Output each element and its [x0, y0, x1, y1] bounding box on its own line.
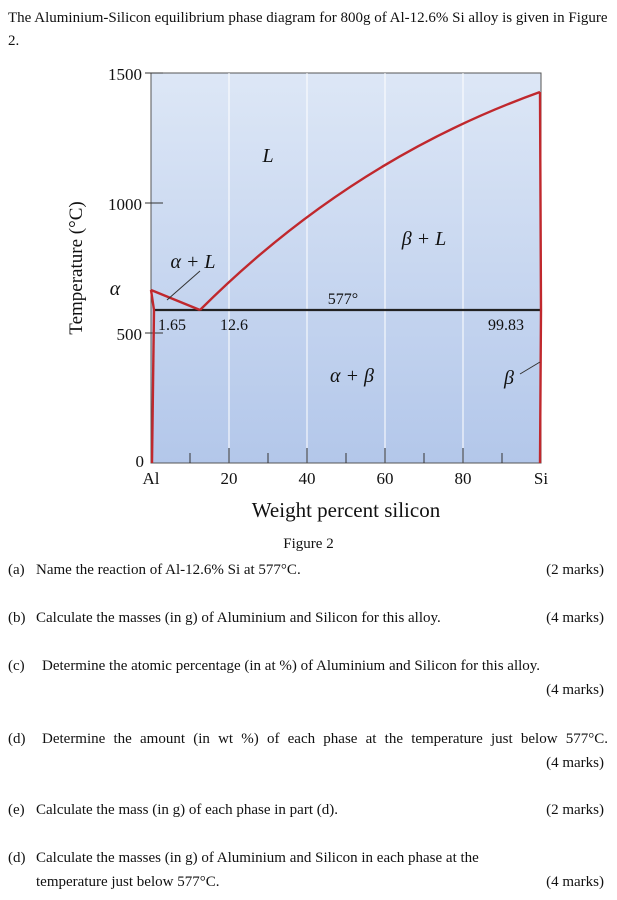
x-tick-60: 60: [377, 469, 394, 488]
phase-diagram: 1500 1000 500 0 Al 20 40 60 80 Si Temper…: [66, 65, 548, 522]
question-d: (d) Determine the amount (in wt %) of ea…: [8, 727, 608, 775]
region-beta: β: [503, 367, 514, 389]
question-d2: (d) Calculate the masses (in g) of Alumi…: [8, 846, 608, 894]
x-tick-al: Al: [143, 469, 160, 488]
region-alpha-liquid: α + L: [170, 251, 215, 273]
question-label: (d): [8, 850, 26, 866]
question-text: Calculate the masses (in g) of Aluminium…: [36, 850, 479, 890]
question-marks: (2 marks): [546, 802, 604, 818]
plot-area: [150, 72, 542, 464]
liquidus-left: [150, 288, 201, 312]
question-text: Calculate the masses (in g) of Aluminium…: [36, 610, 441, 626]
question-label: (d): [8, 731, 26, 747]
region-liquid: L: [261, 145, 273, 167]
question-text: Determine the atomic percentage (in at %…: [42, 658, 541, 674]
question-marks: (4 marks): [546, 874, 604, 890]
question-c: (c) Determine the atomic percentage (in …: [8, 654, 608, 702]
y-tick-1500: 1500: [108, 65, 142, 84]
question-text: Name the reaction of Al-12.6% Si at 577°…: [36, 562, 301, 578]
region-alpha-beta: α + β: [330, 365, 374, 387]
x-tick-20: 20: [221, 469, 238, 488]
question-marks: (4 marks): [546, 682, 604, 698]
right-boundary: [538, 91, 543, 464]
solidus-left: [149, 289, 156, 311]
y-tick-500: 500: [117, 325, 143, 344]
y-axis-label: Temperature (°C): [66, 201, 87, 334]
question-label: (e): [8, 802, 25, 818]
question-text: Determine the amount (in wt %) of each p…: [42, 731, 608, 747]
question-text: Calculate the mass (in g) of each phase …: [36, 802, 338, 818]
eutectic-comp-label: 12.6: [220, 317, 248, 334]
x-tick-80: 80: [455, 469, 472, 488]
x-tick-si: Si: [534, 469, 548, 488]
x-axis-label: Weight percent silicon: [252, 498, 441, 522]
question-label: (b): [8, 610, 26, 626]
y-tick-0: 0: [136, 452, 145, 471]
x-tick-40: 40: [299, 469, 316, 488]
question-label: (a): [8, 562, 25, 578]
liquidus-right: [199, 90, 541, 311]
intro-paragraph: The Aluminium-Silicon equilibrium phase …: [8, 10, 608, 49]
beta-pointer: [519, 361, 541, 375]
question-marks: (2 marks): [546, 562, 604, 578]
question-label: (c): [8, 658, 25, 674]
question-marks: (4 marks): [546, 610, 604, 626]
region-alpha: α: [110, 278, 121, 300]
question-marks: (4 marks): [546, 755, 604, 771]
figure-caption: Figure 2: [283, 536, 334, 552]
alpha-pointer: [166, 270, 201, 301]
eutectic-temp-label: 577°: [328, 291, 358, 308]
region-beta-liquid: β + L: [401, 228, 447, 250]
solvus-left: [150, 309, 156, 464]
alpha-solubility-label: 1.65: [158, 317, 186, 334]
y-tick-1000: 1000: [108, 195, 142, 214]
beta-solubility-label: 99.83: [488, 317, 524, 334]
